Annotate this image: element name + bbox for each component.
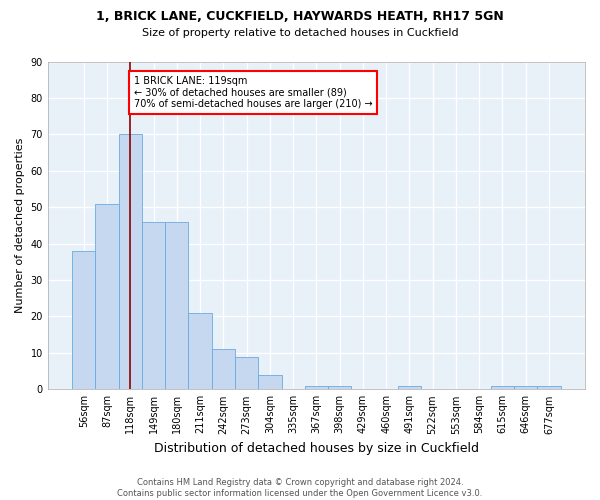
Bar xyxy=(258,374,281,390)
Text: Contains HM Land Registry data © Crown copyright and database right 2024.
Contai: Contains HM Land Registry data © Crown c… xyxy=(118,478,482,498)
Text: 1 BRICK LANE: 119sqm
← 30% of detached houses are smaller (89)
70% of semi-detac: 1 BRICK LANE: 119sqm ← 30% of detached h… xyxy=(134,76,373,110)
Text: Size of property relative to detached houses in Cuckfield: Size of property relative to detached ho… xyxy=(142,28,458,38)
Y-axis label: Number of detached properties: Number of detached properties xyxy=(15,138,25,313)
Bar xyxy=(95,204,119,390)
Bar xyxy=(491,386,514,390)
Bar xyxy=(305,386,328,390)
Text: 1, BRICK LANE, CUCKFIELD, HAYWARDS HEATH, RH17 5GN: 1, BRICK LANE, CUCKFIELD, HAYWARDS HEATH… xyxy=(96,10,504,23)
Bar xyxy=(119,134,142,390)
Bar xyxy=(538,386,560,390)
Bar xyxy=(165,222,188,390)
Bar xyxy=(142,222,165,390)
Bar xyxy=(328,386,351,390)
Bar xyxy=(72,251,95,390)
Bar xyxy=(514,386,538,390)
Bar xyxy=(188,313,212,390)
X-axis label: Distribution of detached houses by size in Cuckfield: Distribution of detached houses by size … xyxy=(154,442,479,455)
Bar xyxy=(398,386,421,390)
Bar xyxy=(212,349,235,390)
Bar xyxy=(235,356,258,390)
